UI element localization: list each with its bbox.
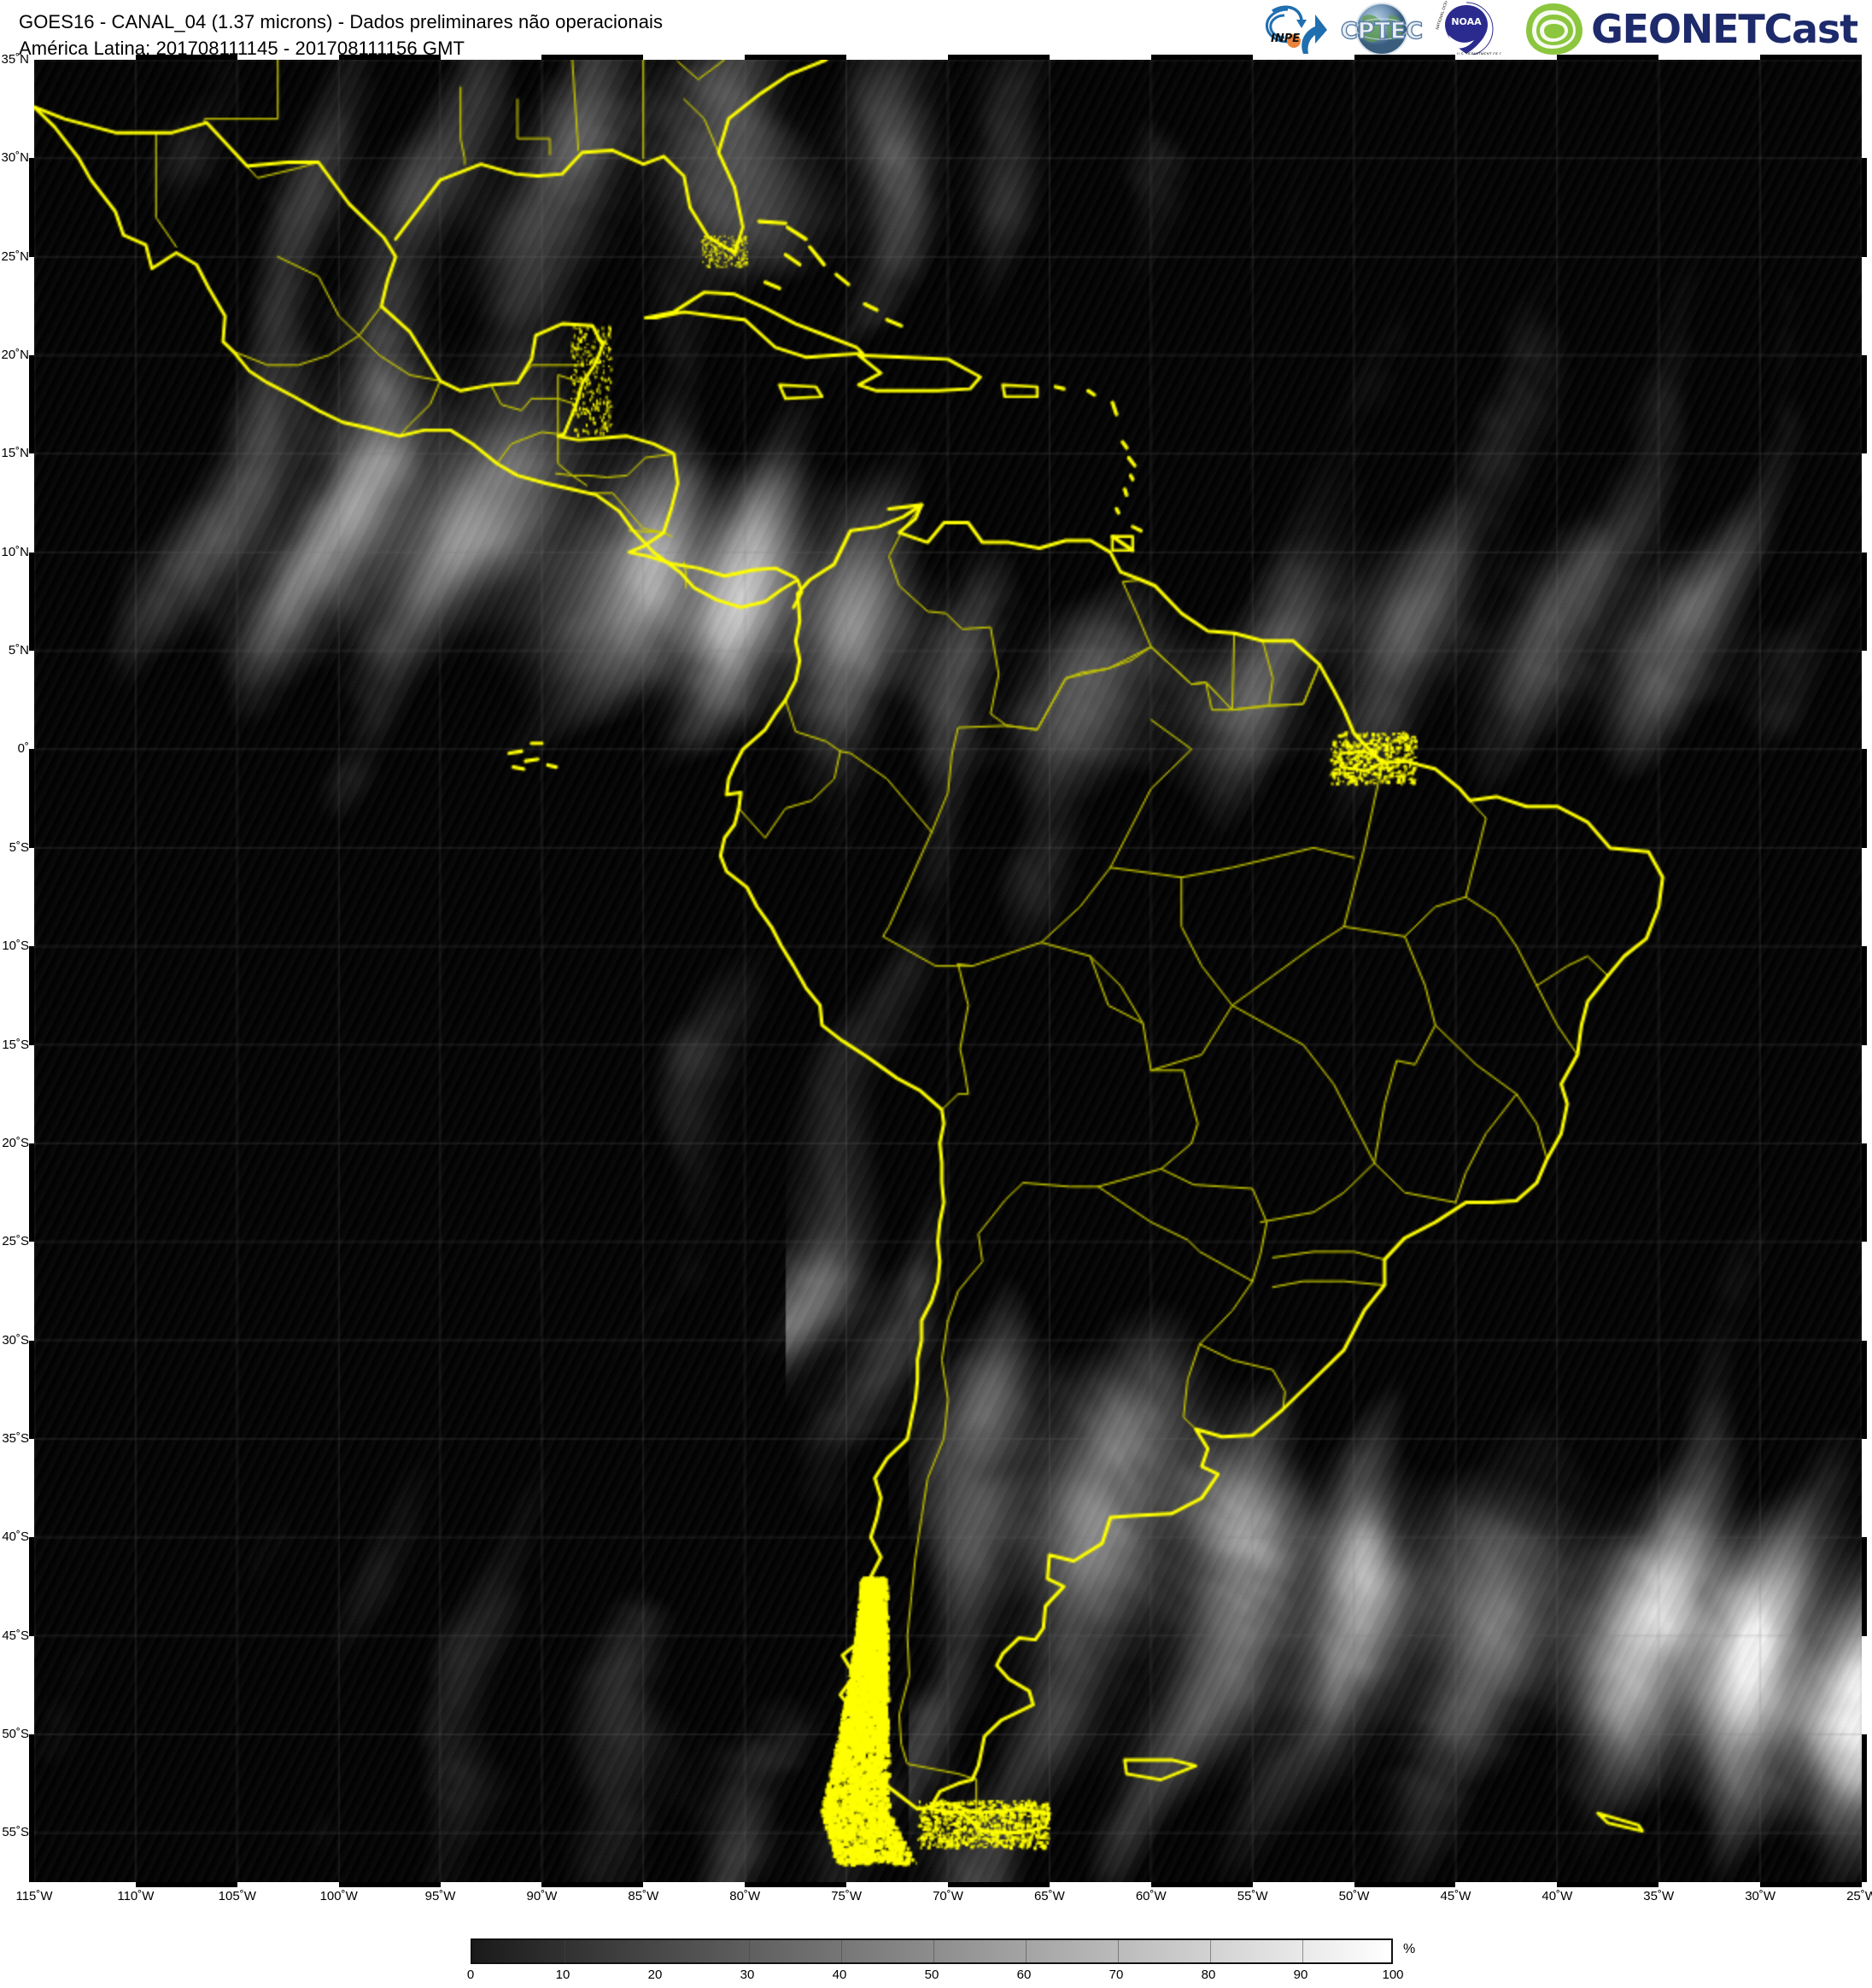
x-tick-label: 70˚W <box>933 1889 963 1903</box>
y-tick-label: 45˚S <box>2 1628 29 1643</box>
x-tick-label: 110˚W <box>117 1889 155 1903</box>
colorbar-tick-label: 30 <box>740 1968 755 1982</box>
x-tick-label: 90˚W <box>526 1889 558 1903</box>
colorbar-tick-label: 90 <box>1293 1968 1308 1982</box>
x-tick-label: 105˚W <box>218 1889 256 1903</box>
geonetcast-wordmark: GEONETCast <box>1591 6 1858 52</box>
y-tick-label: 55˚S <box>2 1825 29 1840</box>
colorbar-divider <box>749 1940 750 1962</box>
y-tick-label: 5˚S <box>9 839 29 855</box>
svg-text:NOAA: NOAA <box>1451 16 1482 27</box>
frame-right-ticks <box>1862 60 1867 1882</box>
page-subtitle: América Latina: 201708111145 - 201708111… <box>19 38 465 60</box>
x-tick-label: 95˚W <box>424 1889 456 1903</box>
frame-bottom-ticks <box>34 1882 1862 1887</box>
svg-text:U.S. DEPARTMENT OF COMMERCE: U.S. DEPARTMENT OF COMMERCE <box>1457 52 1501 57</box>
y-tick-label: 30˚N <box>1 150 29 166</box>
x-tick-label: 80˚W <box>729 1889 761 1903</box>
colorbar-tick-label: 70 <box>1109 1968 1124 1982</box>
x-tick-label: 100˚W <box>319 1889 358 1903</box>
geonetcast-logo: GEONETCast <box>1510 1 1869 57</box>
colorbar-gradient <box>471 1938 1393 1964</box>
x-tick-label: 50˚W <box>1338 1889 1370 1903</box>
colorbar-divider <box>1118 1940 1119 1962</box>
y-tick-label: 10˚N <box>1 544 29 559</box>
colorbar-tick-label: 20 <box>647 1968 663 1982</box>
colorbar-divider <box>1210 1940 1211 1962</box>
x-tick-label: 65˚W <box>1033 1889 1065 1903</box>
inpe-logo-icon: INPE <box>1265 5 1327 54</box>
y-tick-label: 25˚N <box>1 248 29 264</box>
colorbar-divider <box>933 1940 934 1962</box>
y-tick-label: 10˚S <box>2 938 29 954</box>
colorbar-divider <box>1026 1940 1027 1962</box>
x-tick-label: 25˚W <box>1846 1889 1872 1903</box>
y-tick-label: 35˚N <box>1 52 29 67</box>
header: GOES16 - CANAL_04 (1.37 microns) - Dados… <box>0 0 1872 60</box>
x-tick-label: 85˚W <box>628 1889 659 1903</box>
colorbar-tick-label: 80 <box>1201 1968 1216 1982</box>
x-tick-label: 75˚W <box>831 1889 863 1903</box>
cptec-logo-icon: CPTEC <box>1341 3 1423 56</box>
colorbar-legend: % 0 10 20 30 40 50 60 70 80 90 100 <box>467 1938 1415 1986</box>
y-tick-label: 25˚S <box>2 1234 29 1249</box>
svg-text:INPE: INPE <box>1271 32 1300 45</box>
noaa-logo: NOAA NATIONAL OCEANIC AND ATMOSPHERIC AD… <box>1431 1 1501 57</box>
y-tick-label: 0˚ <box>17 741 29 757</box>
y-tick-label: 15˚S <box>2 1037 29 1052</box>
satellite-imagery-canvas <box>34 60 1862 1882</box>
colorbar-divider <box>841 1940 842 1962</box>
geonetcast-leaf-icon <box>1526 3 1583 55</box>
colorbar-tick-label: 40 <box>832 1968 847 1982</box>
satellite-image-area <box>34 60 1862 1882</box>
y-tick-label: 30˚S <box>2 1332 29 1348</box>
page-title: GOES16 - CANAL_04 (1.37 microns) - Dados… <box>19 11 664 32</box>
y-tick-label: 40˚S <box>2 1529 29 1545</box>
colorbar-divider <box>657 1940 658 1962</box>
svg-text:CPTEC: CPTEC <box>1341 18 1423 44</box>
logo-strip: INPE CPTEC <box>1254 0 1869 58</box>
title-block: GOES16 - CANAL_04 (1.37 microns) - Dados… <box>19 9 663 61</box>
y-tick-label: 15˚N <box>1 446 29 461</box>
colorbar-unit-label: % <box>1403 1942 1416 1956</box>
inpe-logo: INPE <box>1254 1 1332 57</box>
cptec-logo: CPTEC <box>1341 1 1423 57</box>
x-tick-label: 55˚W <box>1237 1889 1268 1903</box>
colorbar-tick-label: 60 <box>1016 1968 1032 1982</box>
x-tick-label: 40˚W <box>1541 1889 1573 1903</box>
y-tick-label: 20˚N <box>1 348 29 363</box>
noaa-logo-icon: NOAA NATIONAL OCEANIC AND ATMOSPHERIC AD… <box>1435 1 1501 57</box>
colorbar-tick-label: 100 <box>1382 1968 1404 1982</box>
satellite-image-plot <box>29 55 1867 1887</box>
x-tick-label: 45˚W <box>1440 1889 1471 1903</box>
y-tick-label: 20˚S <box>2 1135 29 1150</box>
x-tick-label: 115˚W <box>15 1889 53 1903</box>
y-tick-label: 50˚S <box>2 1726 29 1741</box>
y-tick-label: 5˚N <box>8 643 29 658</box>
colorbar-tick-label: 10 <box>555 1968 570 1982</box>
colorbar-tick-label: 0 <box>466 1968 475 1982</box>
colorbar-tick-label: 50 <box>924 1968 939 1982</box>
x-tick-label: 35˚W <box>1643 1889 1675 1903</box>
x-tick-label: 60˚W <box>1135 1889 1167 1903</box>
colorbar-divider <box>1302 1940 1303 1962</box>
x-tick-label: 30˚W <box>1745 1889 1776 1903</box>
y-tick-label: 35˚S <box>2 1430 29 1446</box>
